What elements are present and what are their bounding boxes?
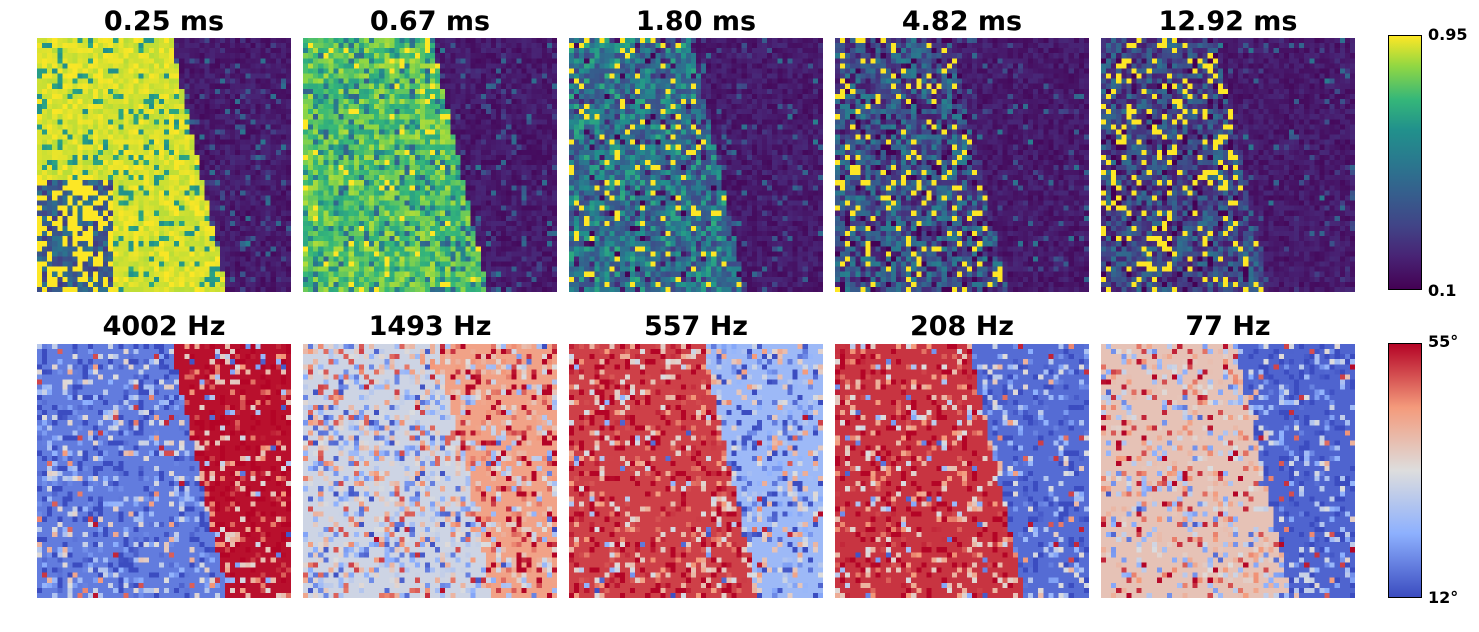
colorbar-viridis (1388, 35, 1422, 290)
heatmap-top-2 (303, 38, 557, 292)
heatmap-bottom-2 (303, 344, 557, 598)
heatmap-bottom-3 (569, 344, 823, 598)
heatmap-bottom-1 (37, 344, 291, 598)
panel-title-bottom-2: 1493 Hz (368, 311, 492, 342)
heatmap-top-5 (1101, 38, 1355, 292)
panel-title-bottom-5: 77 Hz (1185, 311, 1271, 342)
colorbar-coolwarm (1388, 343, 1422, 598)
panel-title-bottom-4: 208 Hz (909, 311, 1015, 342)
panel-title-bottom-3: 557 Hz (643, 311, 749, 342)
heatmap-top-3 (569, 38, 823, 292)
heatmap-top-1 (37, 38, 291, 292)
heatmap-bottom-5 (1101, 344, 1355, 598)
colorbar-bottom-min-label: 12° (1428, 588, 1459, 607)
heatmap-bottom-4 (835, 344, 1089, 598)
panel-title-top-4: 4.82 ms (901, 6, 1023, 37)
panel-title-top-5: 12.92 ms (1158, 6, 1298, 37)
colorbar-bottom-max-label: 55° (1428, 332, 1459, 351)
colorbar-top-max-label: 0.95 (1428, 25, 1468, 44)
heatmap-top-4 (835, 38, 1089, 292)
colorbar-top-min-label: 0.1 (1428, 281, 1457, 300)
panel-title-top-2: 0.67 ms (369, 6, 491, 37)
panel-title-top-1: 0.25 ms (103, 6, 225, 37)
panel-title-bottom-1: 4002 Hz (102, 311, 226, 342)
panel-title-top-3: 1.80 ms (635, 6, 757, 37)
